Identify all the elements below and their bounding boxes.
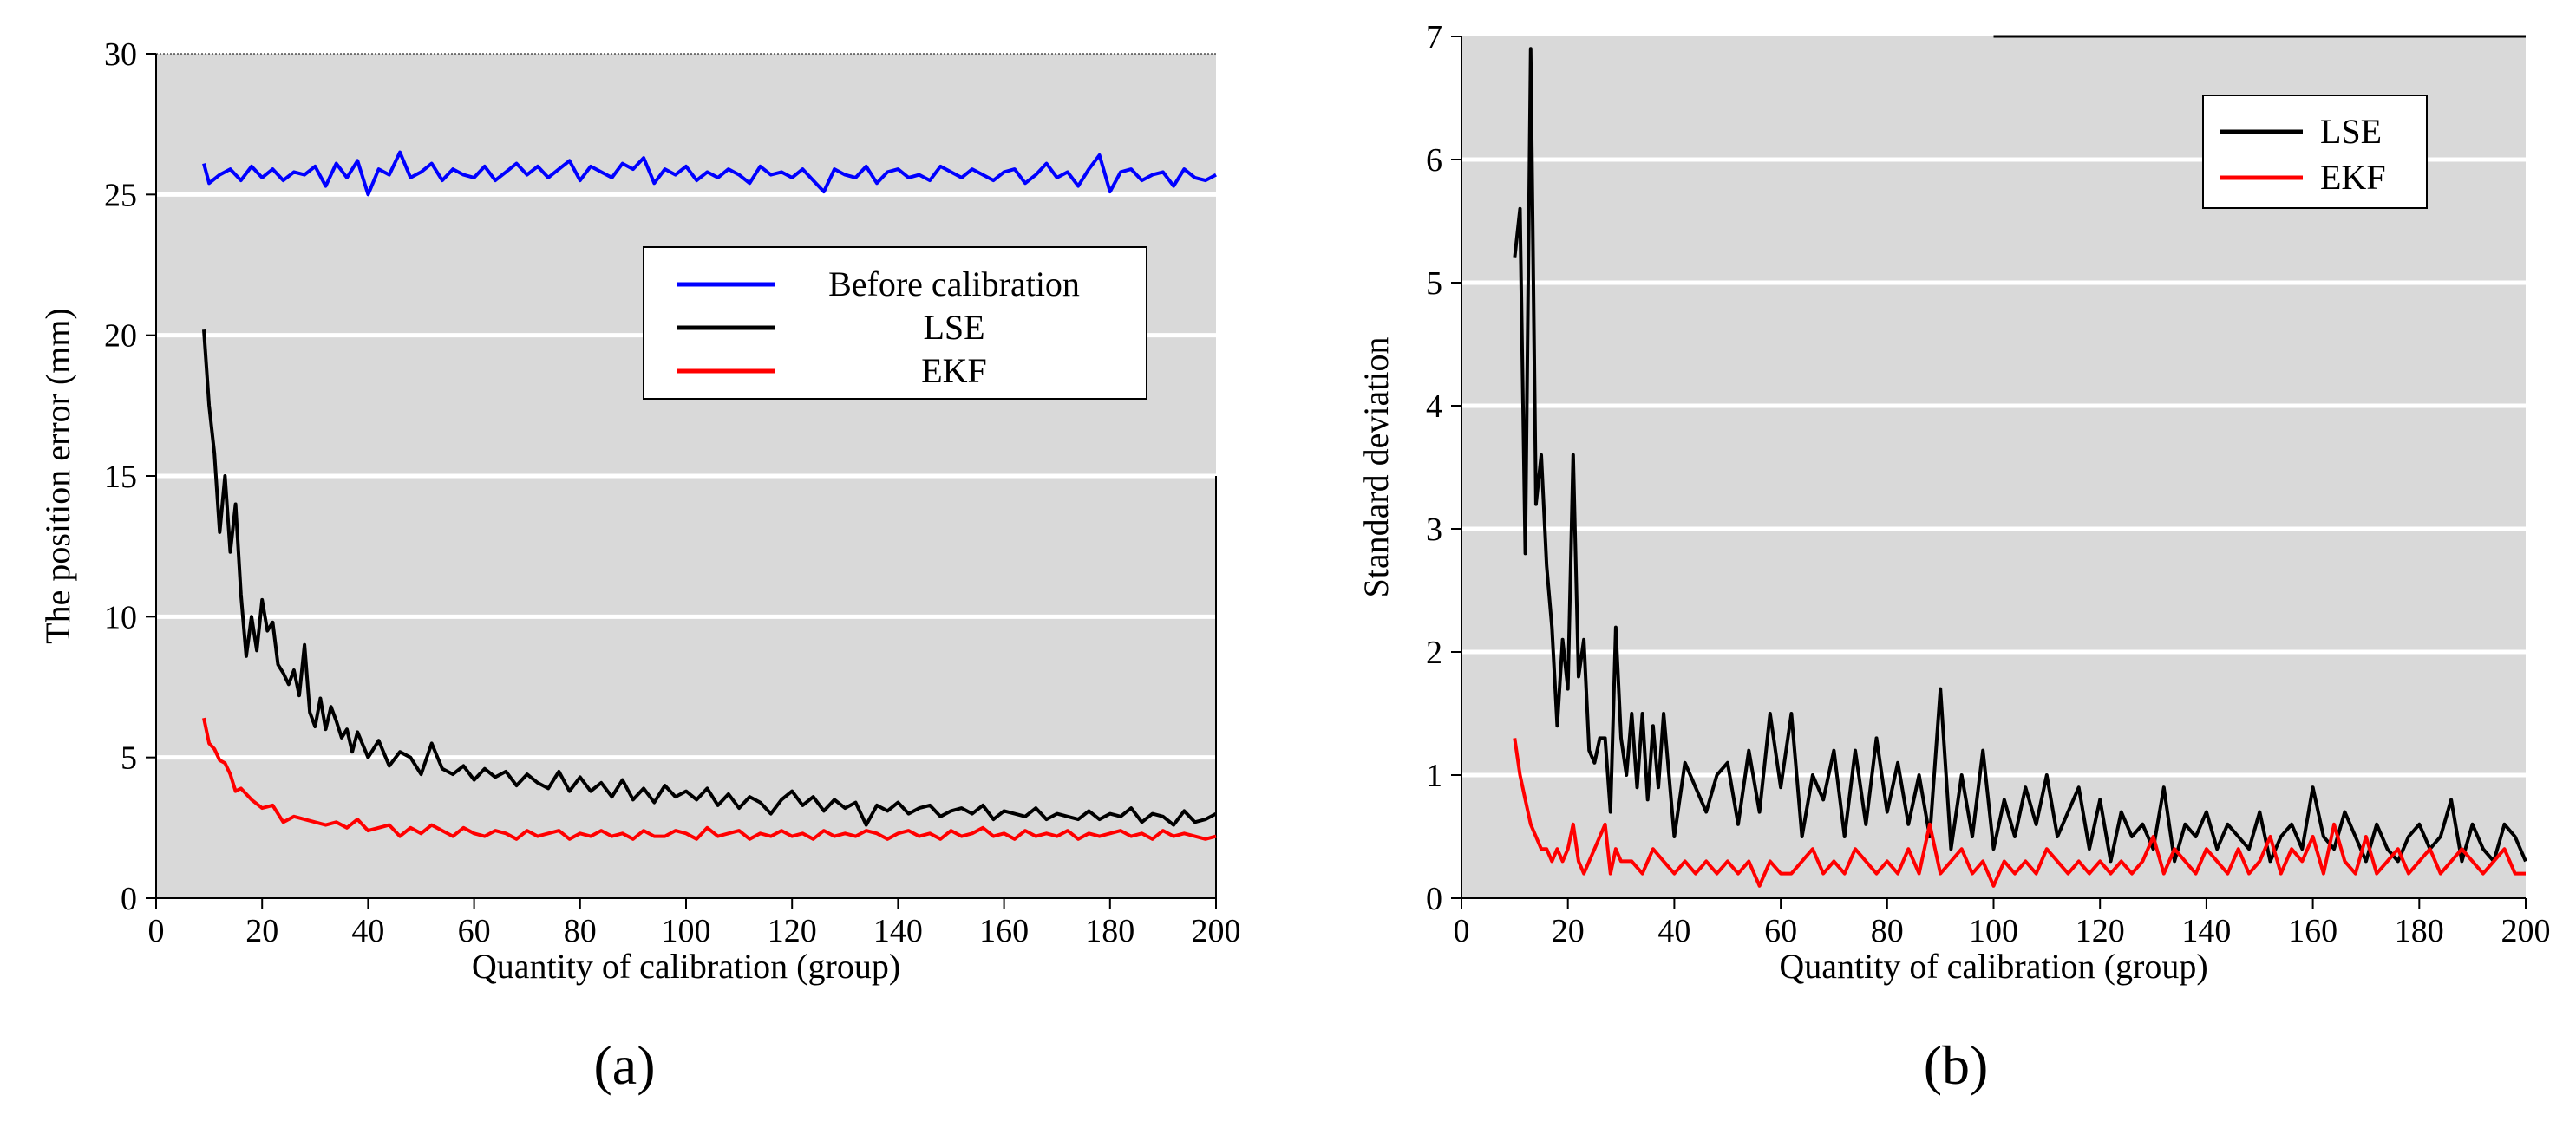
legend: LSE EKF (2202, 95, 2428, 209)
x-tick-label: 120 (768, 913, 817, 949)
legend-label: Before calibration (828, 264, 1080, 303)
x-tick-label: 60 (1764, 913, 1797, 949)
x-tick-label: 140 (2181, 913, 2231, 949)
y-tick-label: 5 (121, 740, 137, 777)
series-line-ekf (202, 717, 1217, 841)
y-tick-label: 3 (1426, 512, 1442, 548)
x-tick-label: 100 (662, 913, 711, 949)
y-axis-label: Standard deviation (1357, 336, 1396, 597)
legend: Before calibration LSE EKF (643, 246, 1147, 400)
legend-label: LSE (923, 308, 984, 347)
x-tick-label: 160 (979, 913, 1029, 949)
y-tick-label: 6 (1426, 142, 1442, 179)
x-tick-label: 80 (564, 913, 597, 949)
x-tick-label: 160 (2288, 913, 2337, 949)
x-tick-label: 200 (2501, 913, 2551, 949)
y-tick-label: 4 (1426, 388, 1442, 425)
y-tick-label: 0 (121, 881, 137, 917)
x-tick-label: 120 (2076, 913, 2125, 949)
y-tick-label: 20 (104, 318, 137, 355)
x-tick-label: 40 (1657, 913, 1690, 949)
panel-b: 0 1 2 3 4 5 6 7 0 20 40 60 80 100 120 140 160 180 200 Quant… (1357, 19, 2551, 1096)
y-tick-label: 25 (104, 177, 137, 213)
legend-label: EKF (921, 351, 987, 390)
x-tick-label: 200 (1192, 913, 1241, 949)
legend-label: LSE (2320, 112, 2382, 151)
panel-label: (b) (1924, 1034, 1989, 1096)
y-tick-label: 30 (104, 36, 137, 73)
y-tick-label: 7 (1426, 19, 1442, 55)
legend-box (2202, 95, 2428, 209)
x-tick-label: 0 (148, 913, 165, 949)
y-tick-label: 1 (1426, 758, 1442, 794)
y-tick-label: 5 (1426, 265, 1442, 302)
y-tick-label: 2 (1426, 635, 1442, 671)
x-tick-label: 140 (873, 913, 923, 949)
x-tick-label: 180 (1085, 913, 1134, 949)
x-tick-label: 40 (351, 913, 384, 949)
y-tick-label: 10 (104, 599, 137, 635)
x-tick-label: 0 (1454, 913, 1470, 949)
x-axis-label: Quantity of calibration (group) (1779, 947, 2207, 986)
x-tick-label: 60 (458, 913, 491, 949)
panel-a: 0 5 10 15 20 25 30 0 20 40 60 80 100 120 140 160 180 200 Q… (38, 36, 1241, 1096)
x-tick-label: 20 (245, 913, 278, 949)
legend-box (643, 246, 1147, 400)
series-line-before-calibration (202, 150, 1217, 197)
series-line-ekf (1513, 738, 2526, 888)
series-line-lse (1513, 47, 2527, 864)
x-tick-label: 180 (2395, 913, 2444, 949)
y-tick-label: 0 (1426, 881, 1442, 917)
x-tick-label: 80 (1871, 913, 1904, 949)
series-line-lse (202, 329, 1217, 827)
legend-label: EKF (2320, 158, 2386, 197)
x-tick-label: 100 (1969, 913, 2018, 949)
y-tick-label: 15 (104, 459, 137, 495)
x-tick-label: 20 (1552, 913, 1585, 949)
x-axis-label: Quantity of calibration (group) (472, 947, 900, 986)
panel-label: (a) (593, 1034, 655, 1096)
y-axis-label: The position error (mm) (38, 308, 77, 644)
